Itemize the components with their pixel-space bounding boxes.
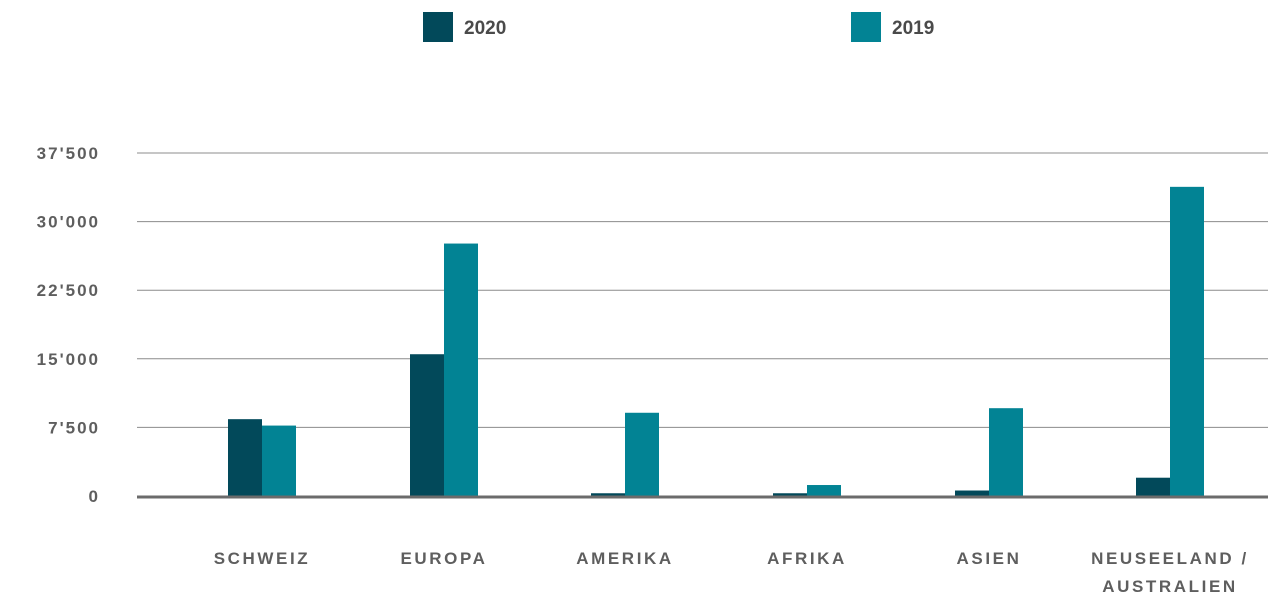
x-tick-label: EUROPA <box>400 549 487 568</box>
x-tick-label: ASIEN <box>957 549 1022 568</box>
bars <box>228 186 1204 497</box>
bar-2020-asien <box>955 490 989 496</box>
legend-swatch-2019 <box>851 12 881 42</box>
bar-2020-amerika <box>591 493 625 496</box>
bar-2019-afrika <box>807 485 841 496</box>
y-tick-label: 0 <box>89 487 100 506</box>
x-tick-label: AMERIKA <box>576 549 674 568</box>
bar-2019-asien <box>989 408 1023 496</box>
bar-2020-neuseeland-australien <box>1136 477 1170 496</box>
gridlines <box>137 152 1268 428</box>
bar-2020-europa <box>410 354 444 496</box>
legend-swatch-2020 <box>423 12 453 42</box>
y-tick-label: 7'500 <box>48 418 100 437</box>
bar-2019-neuseeland-australien <box>1170 186 1204 497</box>
x-axis: SCHWEIZ EUROPA AMERIKA AFRIKA ASIEN NEUSEELAN… <box>214 549 1249 596</box>
bar-2019-schweiz <box>262 425 296 496</box>
y-tick-label: 22'500 <box>37 281 100 300</box>
x-tick-label: SCHWEIZ <box>214 549 311 568</box>
legend: 2020 2019 <box>423 12 934 42</box>
bar-2019-europa <box>444 243 478 496</box>
x-tick-label: AFRIKA <box>767 549 847 568</box>
x-tick-label: NEUSEELAND / <box>1091 549 1249 568</box>
legend-label-2019: 2019 <box>892 18 934 39</box>
y-tick-label: 37'500 <box>37 144 100 163</box>
legend-label-2020: 2020 <box>464 18 506 39</box>
bar-2019-amerika <box>625 412 659 496</box>
y-tick-label: 30'000 <box>37 213 100 232</box>
y-tick-label: 15'000 <box>37 350 100 369</box>
y-axis: 0 7'500 15'000 22'500 30'000 37'500 <box>37 144 100 506</box>
x-tick-label: AUSTRALIEN <box>1102 577 1238 596</box>
bar-2020-schweiz <box>228 419 262 496</box>
bar-2020-afrika <box>773 493 807 496</box>
